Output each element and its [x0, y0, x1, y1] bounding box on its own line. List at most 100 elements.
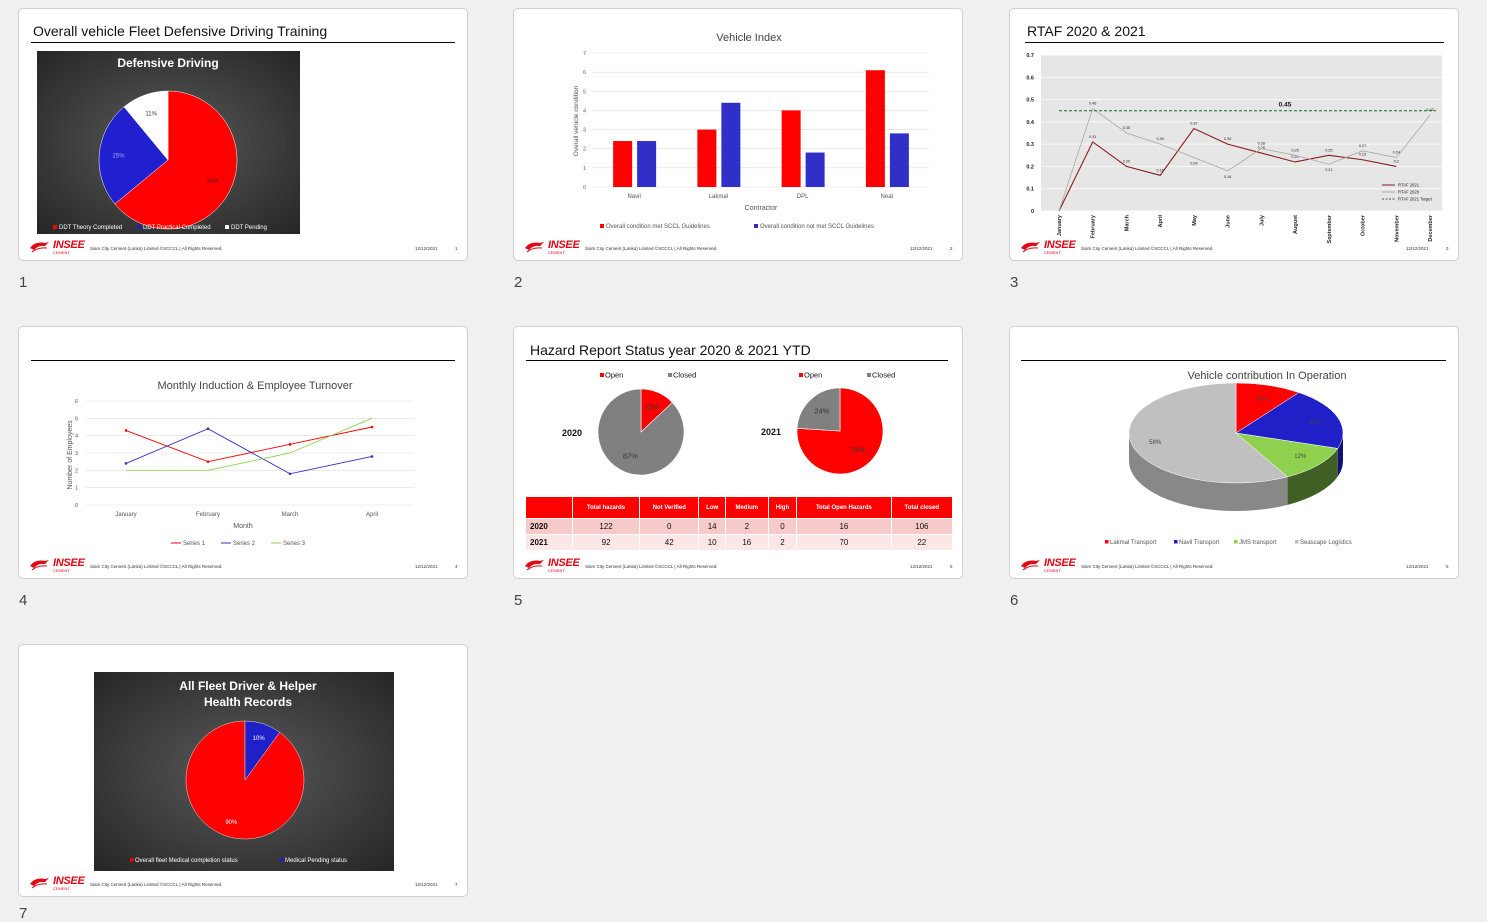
tick-label: 0.1: [1026, 187, 1034, 193]
pie-slice: [1235, 392, 1344, 449]
bar: [697, 129, 717, 187]
vehicle-index-chart: Vehicle Index Overall vehicle condition …: [573, 32, 929, 230]
table-cell: 22: [890, 534, 954, 551]
tick-label: July: [1259, 214, 1265, 226]
bar: [721, 102, 741, 187]
data-label: 0.31: [1089, 135, 1096, 139]
slide-footer: INSEE CEMENT Siam City Cement (Lanka) Limi…: [29, 875, 459, 893]
legend-swatch: [600, 373, 604, 377]
health-records-chart: All Fleet Driver & Helper Health Records…: [94, 672, 394, 871]
tick-label: 0: [583, 185, 586, 191]
tick-label: 1: [75, 486, 78, 492]
data-point: [370, 455, 374, 458]
slide-thumbnail-5[interactable]: Hazard Report Status year 2020 & 2021 YT…: [513, 326, 963, 579]
data-label: 0.21: [1325, 168, 1332, 172]
data-label: 0.45: [1279, 102, 1292, 109]
tick-label: February: [1091, 214, 1097, 238]
tick-label: 0.4: [1026, 120, 1035, 126]
title-rule: [526, 360, 948, 361]
title-rule: [31, 42, 455, 43]
brand-logo: INSEE: [548, 557, 580, 569]
legend-swatch: [225, 225, 229, 229]
footer-copyright: Siam City Cement (Lanka) Limited ©SCCCL …: [1081, 246, 1214, 251]
tick-label: 0.6: [1026, 75, 1034, 81]
footer-page-number: 1: [455, 246, 458, 251]
table-cell: 92: [571, 534, 641, 551]
table-cell: 122: [571, 518, 641, 535]
pie-slice: [796, 387, 841, 432]
legend-swatch: [1174, 540, 1178, 544]
legend-swatch: [1295, 540, 1299, 544]
table-cell: 10: [698, 534, 726, 551]
data-point: [206, 460, 210, 463]
data-point: [124, 429, 128, 432]
data-point: [288, 472, 292, 476]
y-axis-label: Number of Employees: [67, 420, 74, 490]
tick-label: March: [282, 512, 299, 518]
slide-thumbnail-7[interactable]: All Fleet Driver & Helper Health Records…: [18, 644, 468, 897]
brand-logo-sub: CEMENT: [53, 886, 70, 891]
slide-footer: INSEE CEMENT Siam City Cement (Lanka) Limi…: [1020, 557, 1450, 575]
rtaf-line-chart: 0 0.1 0.2 0.3 0.4 0.5 0.6 0.7 January February Mar…: [1026, 53, 1442, 243]
table-header-cell: Medium: [724, 496, 769, 519]
brand-logo: INSEE: [53, 239, 85, 251]
legend-swatch: [53, 225, 57, 229]
data-label: 90%: [225, 820, 238, 826]
slide-thumbnail-6[interactable]: Vehicle contribution In Operation 10% 20%…: [1009, 326, 1459, 579]
slide-thumbnail-2[interactable]: Vehicle Index Overall vehicle condition …: [513, 8, 963, 261]
slide-number: 7: [19, 905, 28, 922]
footer-copyright: Siam City Cement (Lanka) Limited ©SCCCL …: [585, 246, 718, 251]
footer-date: 12/12/2021: [1406, 246, 1429, 251]
tick-label: December: [1428, 214, 1434, 241]
data-label: 10%: [1256, 397, 1269, 403]
brand-logo-sub: CEMENT: [1044, 250, 1061, 255]
title-rule: [1021, 360, 1446, 361]
tick-label: DPL: [797, 194, 809, 200]
slide-number: 3: [1010, 274, 1019, 291]
slide-thumbnail-3[interactable]: RTAF 2020 & 2021 0 0.1 0.2 0.3 0.4 0.5 0.6 0.7 J…: [1009, 8, 1459, 261]
year-label-2021: 2021: [761, 427, 781, 437]
slide-footer: INSEE CEMENT Siam City Cement (Lanka) Limi…: [524, 557, 954, 575]
brand-logo: INSEE: [1044, 239, 1076, 251]
tick-label: January: [115, 512, 136, 518]
slide-thumbnail-4[interactable]: Monthly Induction & Employee Turnover Nu…: [18, 326, 468, 579]
footer-page-number: 7: [455, 882, 458, 887]
legend-swatch: [754, 224, 758, 228]
year-label-2020: 2020: [562, 428, 582, 438]
slide-footer: INSEE CEMENT Siam City Cement (Lanka) Limi…: [29, 239, 459, 257]
data-label: 0.22: [1291, 155, 1298, 159]
legend-label: Lakmal Transport: [1110, 540, 1157, 546]
data-label: 87%: [623, 451, 638, 460]
table-cell: 0: [767, 518, 798, 535]
tick-label: 2: [75, 468, 78, 474]
chart-title: Monthly Induction & Employee Turnover: [157, 380, 352, 392]
legend-label: RTAF 2021 Target: [1398, 197, 1433, 202]
slide-number: 5: [514, 592, 523, 609]
tick-label: 0: [75, 503, 78, 509]
pie-slices: 64% 25% 11%: [98, 90, 238, 230]
table-cell: 14: [698, 518, 726, 535]
tick-label: 6: [75, 399, 78, 405]
footer-copyright: Siam City Cement (Lanka) Limited ©SCCCL …: [90, 564, 223, 569]
pie-chart: 76% 24%: [796, 387, 884, 475]
tick-label: 3: [75, 451, 78, 457]
tick-label: November: [1394, 214, 1400, 242]
data-label: 0.28: [1258, 142, 1265, 146]
slide-thumbnail-1[interactable]: Overall vehicle Fleet Defensive Driving …: [18, 8, 468, 261]
pie-slice: [1235, 432, 1339, 478]
tick-label: 2: [583, 147, 586, 153]
data-label: 24%: [814, 407, 829, 416]
table-cell: 2: [724, 518, 769, 535]
data-label: 58%: [1149, 440, 1162, 446]
footer-date: 12/12/2021: [1406, 564, 1429, 569]
footer-date: 12/12/2021: [910, 246, 933, 251]
data-label: 0.26: [1258, 146, 1265, 150]
data-label: 0.30: [1224, 137, 1231, 141]
tick-label: 5: [583, 89, 586, 95]
footer-copyright: Siam City Cement (Lanka) Limited ©SCCCL …: [90, 882, 223, 887]
title-rule: [1025, 42, 1444, 43]
y-axis-label: Overall vehicle condition: [573, 85, 580, 156]
insee-logo-icon: [1021, 242, 1040, 253]
legend-label: Series 3: [283, 541, 306, 547]
slide-title: Hazard Report Status year 2020 & 2021 YT…: [530, 342, 811, 358]
